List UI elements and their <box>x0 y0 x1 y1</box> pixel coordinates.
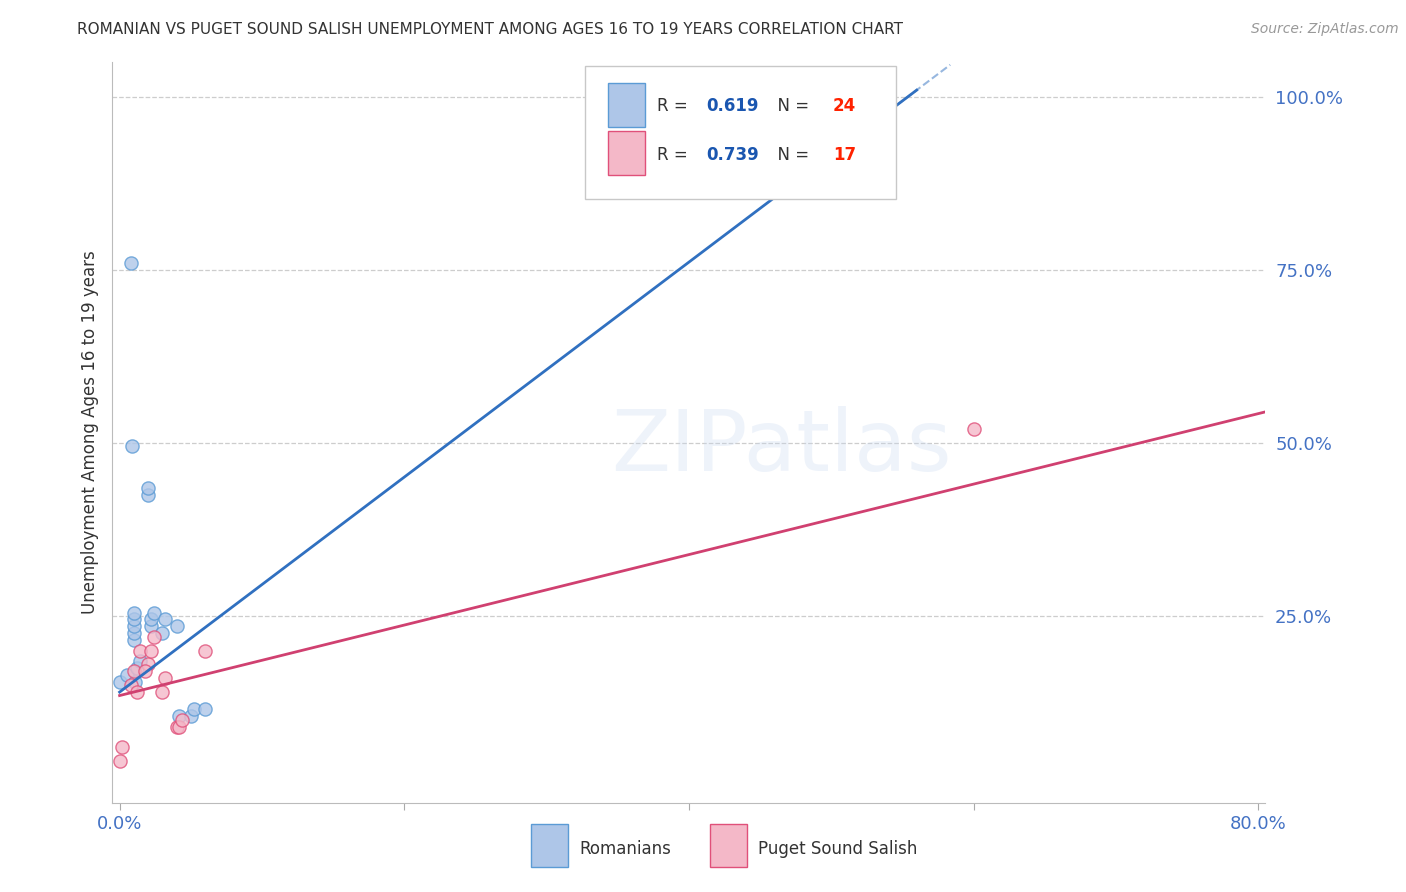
Point <box>142 606 165 620</box>
Point <box>194 643 217 657</box>
Y-axis label: Unemployment Among Ages 16 to 19 years: Unemployment Among Ages 16 to 19 years <box>80 251 98 615</box>
Point <box>169 720 191 734</box>
Point <box>136 481 159 495</box>
Text: 0.739: 0.739 <box>706 146 759 164</box>
Text: ROMANIAN VS PUGET SOUND SALISH UNEMPLOYMENT AMONG AGES 16 TO 19 YEARS CORRELATIO: ROMANIAN VS PUGET SOUND SALISH UNEMPLOYM… <box>77 22 903 37</box>
Point <box>172 713 194 727</box>
Point <box>153 671 176 685</box>
FancyBboxPatch shape <box>609 83 645 127</box>
Point <box>111 740 134 755</box>
Text: Romanians: Romanians <box>579 839 671 858</box>
Point <box>108 674 131 689</box>
Point <box>125 661 148 675</box>
Point <box>962 422 984 436</box>
Text: 24: 24 <box>832 97 856 115</box>
Text: 17: 17 <box>832 146 856 164</box>
FancyBboxPatch shape <box>585 66 897 200</box>
Point <box>166 720 188 734</box>
Point <box>139 612 162 626</box>
FancyBboxPatch shape <box>531 823 568 867</box>
Point <box>166 619 188 633</box>
Point <box>128 654 150 668</box>
Point <box>124 674 146 689</box>
Point <box>150 626 173 640</box>
Point <box>122 612 145 626</box>
Point <box>139 643 162 657</box>
Point <box>169 709 191 723</box>
Point <box>120 678 142 692</box>
FancyBboxPatch shape <box>710 823 747 867</box>
FancyBboxPatch shape <box>609 131 645 175</box>
Point <box>153 612 176 626</box>
Point <box>122 665 145 679</box>
Point <box>108 754 131 768</box>
Text: 0.619: 0.619 <box>706 97 759 115</box>
Text: R =: R = <box>657 97 693 115</box>
Text: R =: R = <box>657 146 693 164</box>
Text: N =: N = <box>768 146 814 164</box>
Text: Source: ZipAtlas.com: Source: ZipAtlas.com <box>1251 22 1399 37</box>
Point <box>180 709 202 723</box>
Text: N =: N = <box>768 97 814 115</box>
Point <box>183 702 205 716</box>
Point <box>134 665 156 679</box>
Point <box>115 667 138 681</box>
Point <box>136 488 159 502</box>
Point <box>122 633 145 648</box>
Point <box>142 630 165 644</box>
Point <box>125 685 148 699</box>
Point <box>194 702 217 716</box>
Text: Puget Sound Salish: Puget Sound Salish <box>758 839 918 858</box>
Point <box>122 619 145 633</box>
Point <box>121 440 143 454</box>
Point <box>128 643 150 657</box>
Text: ZIPatlas: ZIPatlas <box>610 406 952 489</box>
Point <box>139 619 162 633</box>
Point <box>122 626 145 640</box>
Point <box>150 685 173 699</box>
Point <box>120 256 142 270</box>
Point <box>136 657 159 672</box>
Point <box>122 606 145 620</box>
